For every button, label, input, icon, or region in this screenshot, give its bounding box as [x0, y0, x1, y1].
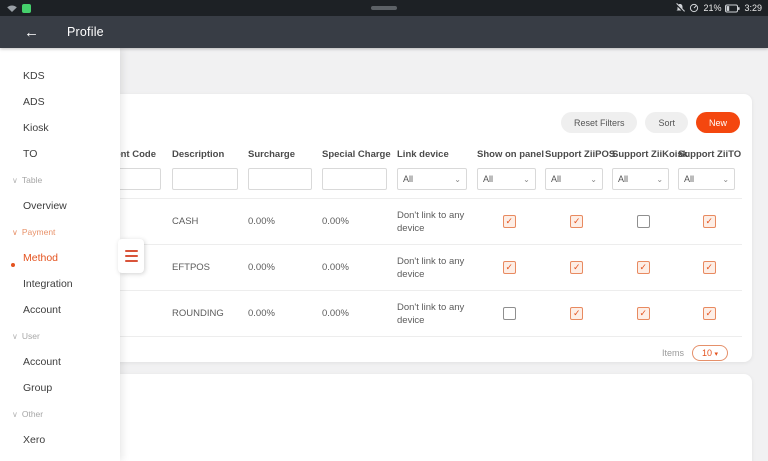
- caret-down-icon: ▾: [714, 351, 718, 358]
- notifications-off-icon: [675, 3, 686, 13]
- camera-notch: [371, 6, 397, 10]
- col-show-on-panel: Show on panel: [477, 149, 545, 160]
- filter-support-ziipos-select[interactable]: All ⌄: [545, 168, 603, 190]
- secondary-panel: [56, 374, 752, 461]
- chevron-down-icon: ⌄: [590, 174, 597, 184]
- support-ziito-checkbox[interactable]: [702, 261, 716, 274]
- sidebar-item-ads[interactable]: ADS: [23, 96, 45, 108]
- col-surcharge: Surcharge: [248, 149, 295, 160]
- support-ziipos-checkbox[interactable]: [570, 215, 583, 228]
- chevron-down-icon: ⌄: [722, 174, 730, 184]
- hamburger-icon: [124, 250, 138, 252]
- col-support-ziipos: Support ZiiPOS: [545, 149, 616, 160]
- show-on-panel-checkbox[interactable]: [502, 215, 516, 228]
- app-header: ← Profile: [0, 16, 768, 48]
- sidebar-item-xero[interactable]: Xero: [23, 434, 46, 446]
- table-row[interactable]: ROUNDING 0.00% 0.00% Don't link to any d…: [56, 290, 742, 337]
- support-ziito-checkbox[interactable]: [702, 215, 716, 228]
- page-size-select[interactable]: 10 ▾: [691, 345, 728, 361]
- show-on-panel-checkbox[interactable]: [502, 261, 516, 274]
- filter-support-ziikoisk-select[interactable]: All ⌄: [612, 168, 670, 190]
- table-header-row: Payment Code Description Surcharge Speci…: [56, 141, 742, 166]
- filter-surcharge-input[interactable]: [248, 168, 313, 190]
- sidebar-section-user[interactable]: ∨ User: [12, 331, 40, 341]
- cell-special-charge: 0.00%: [320, 290, 395, 337]
- new-button[interactable]: New: [695, 112, 740, 133]
- sidebar-item-group[interactable]: Group: [23, 382, 53, 394]
- sidebar-item-method[interactable]: Method: [0, 252, 58, 267]
- cell-description: CASH: [170, 198, 246, 245]
- col-payment-code: Payment Code: [90, 149, 156, 160]
- sort-button[interactable]: Sort: [645, 112, 688, 133]
- sidebar-item-kiosk[interactable]: Kiosk: [23, 122, 49, 134]
- cell-special-charge: 0.00%: [320, 198, 395, 245]
- cell-link-device: Don't link to any device: [395, 290, 475, 337]
- show-on-panel-checkbox[interactable]: [502, 307, 516, 320]
- cell-surcharge: 0.00%: [246, 198, 320, 245]
- cell-surcharge: 0.00%: [246, 244, 320, 291]
- reset-filters-button[interactable]: Reset Filters: [560, 112, 638, 133]
- sidebar-section-table[interactable]: ∨ Table: [12, 175, 43, 185]
- support-ziikoisk-checkbox[interactable]: [636, 261, 650, 274]
- col-support-ziito: Support ZiiTO: [678, 149, 742, 160]
- payment-method-table: Payment Code Description Surcharge Speci…: [56, 141, 742, 361]
- chevron-down-icon: ∨: [12, 228, 18, 237]
- wifi-icon: [7, 5, 17, 12]
- support-ziipos-checkbox[interactable]: [570, 261, 583, 274]
- status-bar: 21% 3:29: [0, 0, 768, 16]
- col-link-device: Link device: [397, 149, 449, 160]
- pagination: Items 10 ▾: [56, 337, 742, 361]
- data-saver-icon: [690, 3, 699, 13]
- chevron-down-icon: ∨: [12, 410, 18, 419]
- cell-description: EFTPOS: [170, 244, 246, 291]
- support-ziikoisk-checkbox[interactable]: [636, 307, 650, 320]
- table-row[interactable]: EFTPOS 0.00% 0.00% Don't link to any dev…: [56, 244, 742, 291]
- payment-method-card: Reset Filters Sort New Payment Code Desc…: [56, 94, 752, 362]
- battery-percent: 21%: [703, 3, 722, 13]
- cell-link-device: Don't link to any device: [395, 198, 475, 245]
- chevron-down-icon: ⌄: [454, 174, 461, 184]
- page-title: Profile: [67, 25, 104, 39]
- support-ziipos-checkbox[interactable]: [570, 307, 583, 320]
- cell-description: ROUNDING: [170, 290, 246, 337]
- sidebar: KDS ADS Kiosk TO ∨ Table Overview ∨ Paymen…: [0, 48, 120, 461]
- chevron-down-icon: ⌄: [523, 174, 530, 184]
- items-label: Items: [661, 348, 684, 358]
- table-footer-row: Items 10 ▾: [56, 336, 742, 361]
- filter-special-charge-input[interactable]: [322, 168, 388, 190]
- filter-support-ziito-select[interactable]: All ⌄: [678, 168, 736, 190]
- battery-icon: [725, 4, 741, 12]
- sidebar-item-payment-account[interactable]: Account: [23, 304, 61, 316]
- cell-link-device: Don't link to any device: [395, 244, 475, 291]
- col-special-charge: Special Charge: [322, 149, 391, 160]
- sidebar-item-to[interactable]: TO: [23, 148, 38, 160]
- green-status-icon: [22, 3, 31, 13]
- table-row[interactable]: CASH 0.00% 0.00% Don't link to any devic…: [56, 198, 742, 245]
- col-support-ziikoisk: Support ZiiKoisk: [612, 149, 688, 160]
- active-dot: [11, 263, 15, 267]
- chevron-down-icon: ∨: [12, 176, 18, 185]
- toolbar: Reset Filters Sort New: [56, 94, 752, 133]
- filter-row: All ⌄ All ⌄ All ⌄ All ⌄ All ⌄: [56, 166, 742, 199]
- sidebar-drawer-handle[interactable]: [118, 239, 144, 273]
- support-ziito-checkbox[interactable]: [702, 307, 716, 320]
- sidebar-item-user-account[interactable]: Account: [23, 356, 61, 368]
- cell-special-charge: 0.00%: [320, 244, 395, 291]
- chevron-down-icon: ⌄: [656, 174, 664, 184]
- sidebar-item-overview[interactable]: Overview: [23, 200, 67, 212]
- sidebar-section-payment[interactable]: ∨ Payment: [12, 227, 56, 237]
- col-description: Description: [172, 149, 225, 160]
- chevron-down-icon: ∨: [12, 332, 18, 341]
- cell-surcharge: 0.00%: [246, 290, 320, 337]
- sidebar-section-other[interactable]: ∨ Other: [12, 409, 44, 419]
- back-arrow-icon[interactable]: ←: [24, 23, 39, 41]
- support-ziikoisk-checkbox[interactable]: [636, 215, 650, 228]
- filter-show-on-panel-select[interactable]: All ⌄: [477, 168, 536, 190]
- filter-description-input[interactable]: [172, 168, 239, 190]
- sidebar-item-kds[interactable]: KDS: [23, 70, 45, 82]
- filter-link-device-select[interactable]: All ⌄: [397, 168, 467, 190]
- sidebar-item-integration[interactable]: Integration: [23, 278, 73, 290]
- clock-time: 3:29: [744, 3, 762, 13]
